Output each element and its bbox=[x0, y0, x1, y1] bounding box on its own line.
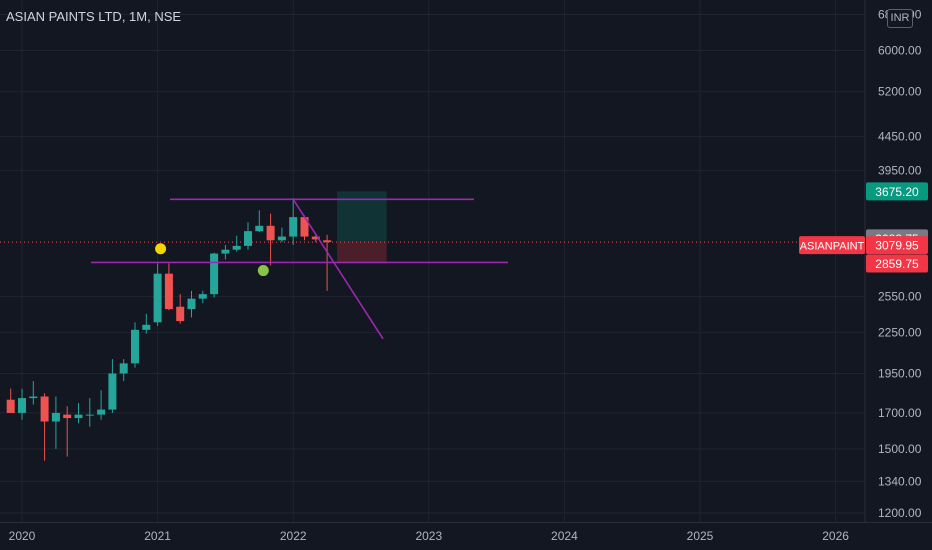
candle bbox=[6, 388, 15, 413]
candle bbox=[232, 235, 241, 252]
candle-body bbox=[51, 412, 60, 422]
chart-title: ASIAN PAINTS LTD, 1M, NSE bbox=[6, 9, 182, 24]
candle bbox=[29, 380, 38, 405]
candle bbox=[131, 322, 139, 368]
price-tag-box bbox=[866, 254, 928, 273]
marker-yellow-dot bbox=[155, 243, 167, 255]
candle-body bbox=[164, 273, 173, 310]
candle-body bbox=[244, 231, 252, 246]
price-tag-box bbox=[866, 236, 928, 255]
candle bbox=[119, 359, 128, 381]
x-tick-label: 2026 bbox=[822, 529, 849, 543]
price-tag-label: 3079.95 bbox=[875, 239, 919, 253]
x-tick-label: 2024 bbox=[551, 529, 578, 543]
candle bbox=[40, 393, 49, 461]
candle-body bbox=[131, 329, 139, 364]
candle-body bbox=[74, 414, 83, 419]
candle bbox=[85, 398, 94, 427]
price-tag-label: 2859.75 bbox=[875, 257, 919, 271]
candle bbox=[18, 388, 26, 420]
candle-body bbox=[6, 399, 15, 413]
symbol-tag-box bbox=[799, 236, 865, 255]
candle-body bbox=[97, 409, 106, 415]
x-tick-label: 2020 bbox=[9, 529, 36, 543]
price-tag-stop: 2859.75 bbox=[866, 254, 928, 273]
candle-body bbox=[210, 253, 219, 295]
y-tick-label: 1200.00 bbox=[878, 506, 922, 520]
candle bbox=[63, 406, 72, 457]
candle-body bbox=[176, 306, 185, 322]
candle-body bbox=[29, 396, 38, 399]
candle bbox=[51, 396, 60, 449]
y-tick-label: 3950.00 bbox=[878, 164, 922, 178]
falling-trendline bbox=[292, 198, 384, 340]
candle-body bbox=[323, 240, 332, 243]
candle bbox=[74, 402, 83, 424]
candle-body bbox=[40, 396, 49, 422]
candle-body bbox=[221, 249, 230, 254]
y-tick-label: 1700.00 bbox=[878, 406, 922, 420]
price-tag-last: 3079.95 ASIANPAINT bbox=[799, 236, 928, 255]
candle-body bbox=[119, 363, 128, 374]
candle bbox=[164, 263, 173, 311]
candle-body bbox=[266, 225, 275, 241]
candle-body bbox=[311, 236, 320, 240]
candle-body bbox=[255, 225, 264, 232]
candle bbox=[176, 294, 185, 324]
candle-body bbox=[153, 273, 162, 323]
marker-green-dot bbox=[257, 265, 269, 277]
candle bbox=[289, 198, 298, 245]
candle bbox=[221, 244, 230, 260]
y-tick-label: 4450.00 bbox=[878, 129, 922, 143]
y-tick-label: 1950.00 bbox=[878, 367, 922, 381]
candle-body bbox=[198, 294, 207, 299]
y-tick-label: 1500.00 bbox=[878, 442, 922, 456]
candle bbox=[153, 263, 162, 327]
candle-body bbox=[85, 414, 94, 416]
y-tick-label: 2250.00 bbox=[878, 325, 922, 339]
candle bbox=[97, 390, 106, 420]
symbol-tag-label: ASIANPAINT bbox=[800, 241, 865, 253]
currency-badge[interactable]: INR bbox=[887, 9, 913, 28]
price-tag-label: 3675.20 bbox=[875, 185, 919, 199]
candle bbox=[198, 290, 207, 304]
candle bbox=[244, 222, 252, 250]
y-tick-label: 6000.00 bbox=[878, 44, 922, 58]
candle bbox=[300, 215, 309, 241]
x-tick-label: 2023 bbox=[415, 529, 442, 543]
price-tag-target: 3675.20 bbox=[866, 182, 928, 201]
candle-body bbox=[142, 324, 151, 330]
price-tag-box bbox=[866, 182, 928, 201]
y-tick-label: 1340.00 bbox=[878, 474, 922, 488]
candle-body bbox=[18, 398, 26, 413]
candle bbox=[210, 252, 219, 298]
candle bbox=[187, 290, 196, 318]
y-tick-label: 5200.00 bbox=[878, 85, 922, 99]
candle-body bbox=[63, 414, 72, 419]
candle-body bbox=[108, 373, 117, 410]
candle bbox=[108, 359, 117, 413]
candle-body bbox=[277, 236, 286, 241]
candle bbox=[142, 313, 151, 334]
candle bbox=[266, 213, 275, 266]
x-tick-label: 2025 bbox=[687, 529, 714, 543]
stop-zone bbox=[337, 242, 387, 264]
candle bbox=[255, 210, 264, 233]
candle bbox=[277, 227, 286, 243]
candle-body bbox=[187, 298, 196, 310]
candle-body bbox=[289, 217, 298, 237]
x-tick-label: 2022 bbox=[280, 529, 307, 543]
candle-body bbox=[300, 217, 309, 237]
x-tick-label: 2021 bbox=[144, 529, 171, 543]
candle-body bbox=[232, 245, 241, 250]
y-tick-label: 2550.00 bbox=[878, 289, 922, 303]
